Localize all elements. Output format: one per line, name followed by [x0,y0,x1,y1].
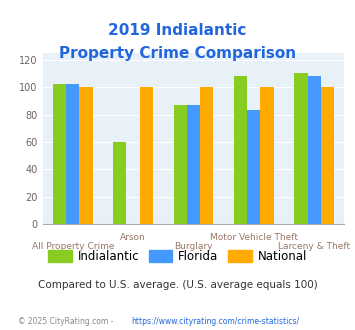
Text: Property Crime Comparison: Property Crime Comparison [59,46,296,61]
Bar [307,76,321,224]
Bar [80,87,93,224]
Bar [174,105,187,224]
Bar [261,87,274,224]
Bar [234,76,247,224]
Bar [321,87,334,224]
Text: All Property Crime: All Property Crime [32,242,114,251]
Text: Arson: Arson [120,233,146,242]
Text: https://www.cityrating.com/crime-statistics/: https://www.cityrating.com/crime-statist… [131,317,300,326]
Bar [113,142,126,224]
Bar [53,84,66,224]
Bar [294,73,307,224]
Bar [140,87,153,224]
Text: 2019 Indialantic: 2019 Indialantic [108,23,247,38]
Bar [66,84,80,224]
Text: Compared to U.S. average. (U.S. average equals 100): Compared to U.S. average. (U.S. average … [38,280,317,290]
Bar [200,87,213,224]
Text: Larceny & Theft: Larceny & Theft [278,242,350,251]
Bar [187,105,200,224]
Text: Burglary: Burglary [174,242,213,251]
Bar [247,111,261,224]
Text: © 2025 CityRating.com -: © 2025 CityRating.com - [18,317,115,326]
Text: Motor Vehicle Theft: Motor Vehicle Theft [210,233,298,242]
Legend: Indialantic, Florida, National: Indialantic, Florida, National [43,245,312,268]
